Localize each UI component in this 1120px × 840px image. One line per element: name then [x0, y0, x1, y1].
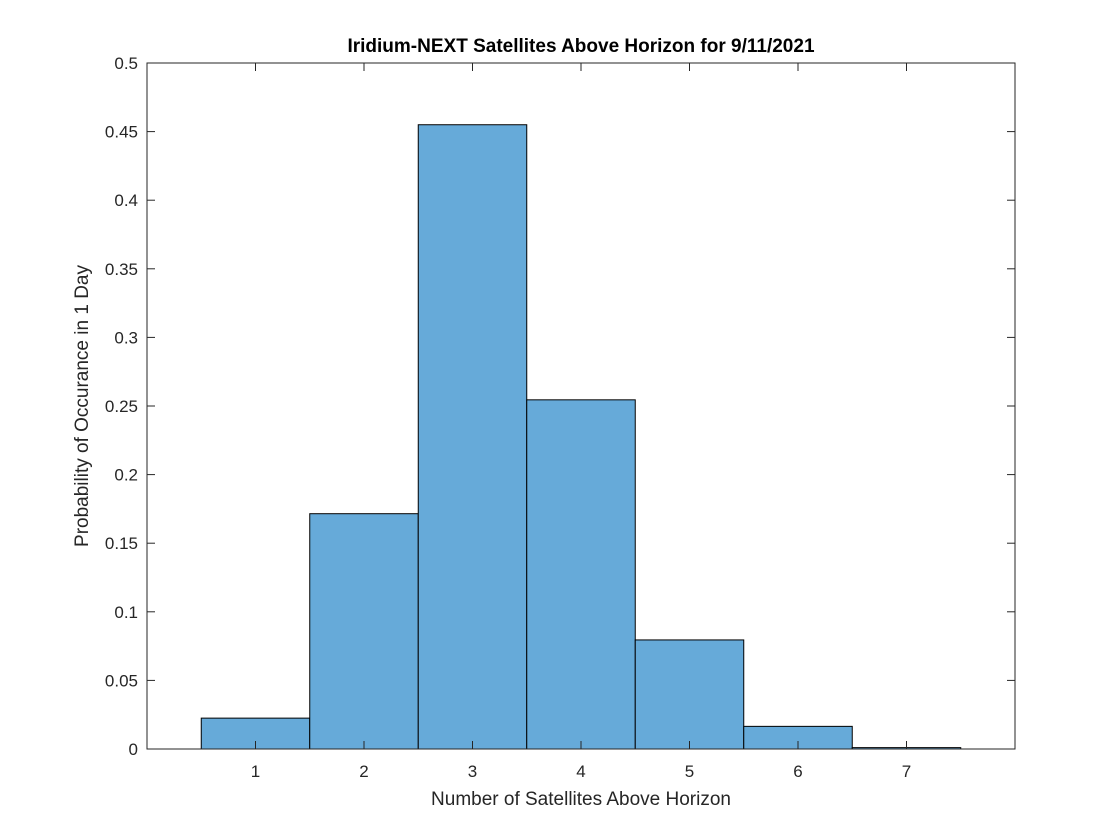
bar-5	[634, 639, 745, 750]
y-tick-label: 0.35	[105, 260, 138, 279]
y-tick-label: 0.5	[114, 54, 138, 73]
y-axis-label: Probability of Occurance in 1 Day	[72, 265, 93, 547]
labels-layer: 0 0.05 0.1 0.15 0.2 0.25 0.3 0.35 0.4 0.45 0.5 1 2 3 4…	[105, 54, 911, 781]
y-tick-label: 0.05	[105, 671, 138, 690]
ticks-layer	[147, 62, 1015, 750]
chart-title: Iridium-NEXT Satellites Above Horizon fo…	[347, 36, 814, 57]
y-tick-label: 0.2	[114, 466, 138, 485]
bar-3	[417, 124, 528, 750]
x-tick-label: 7	[902, 762, 911, 781]
y-tick-label: 0.3	[114, 328, 138, 347]
x-tick-label: 2	[359, 762, 368, 781]
y-tick-label: 0.1	[114, 603, 138, 622]
bar-4	[526, 399, 636, 750]
bar-2	[309, 513, 419, 750]
x-tick-label: 3	[468, 762, 477, 781]
y-tick-label: 0.4	[114, 191, 138, 210]
x-tick-label: 1	[251, 762, 260, 781]
x-axis-label: Number of Satellites Above Horizon	[431, 789, 731, 810]
y-tick-label: 0	[129, 740, 138, 759]
plot-frame	[146, 62, 1016, 750]
x-tick-label: 4	[576, 762, 585, 781]
bars-layer	[200, 124, 962, 750]
x-tick-label: 6	[793, 762, 802, 781]
y-tick-label: 0.25	[105, 397, 138, 416]
y-tick-label: 0.15	[105, 534, 138, 553]
y-tick-label: 0.45	[105, 123, 138, 142]
x-tick-label: 5	[685, 762, 694, 781]
